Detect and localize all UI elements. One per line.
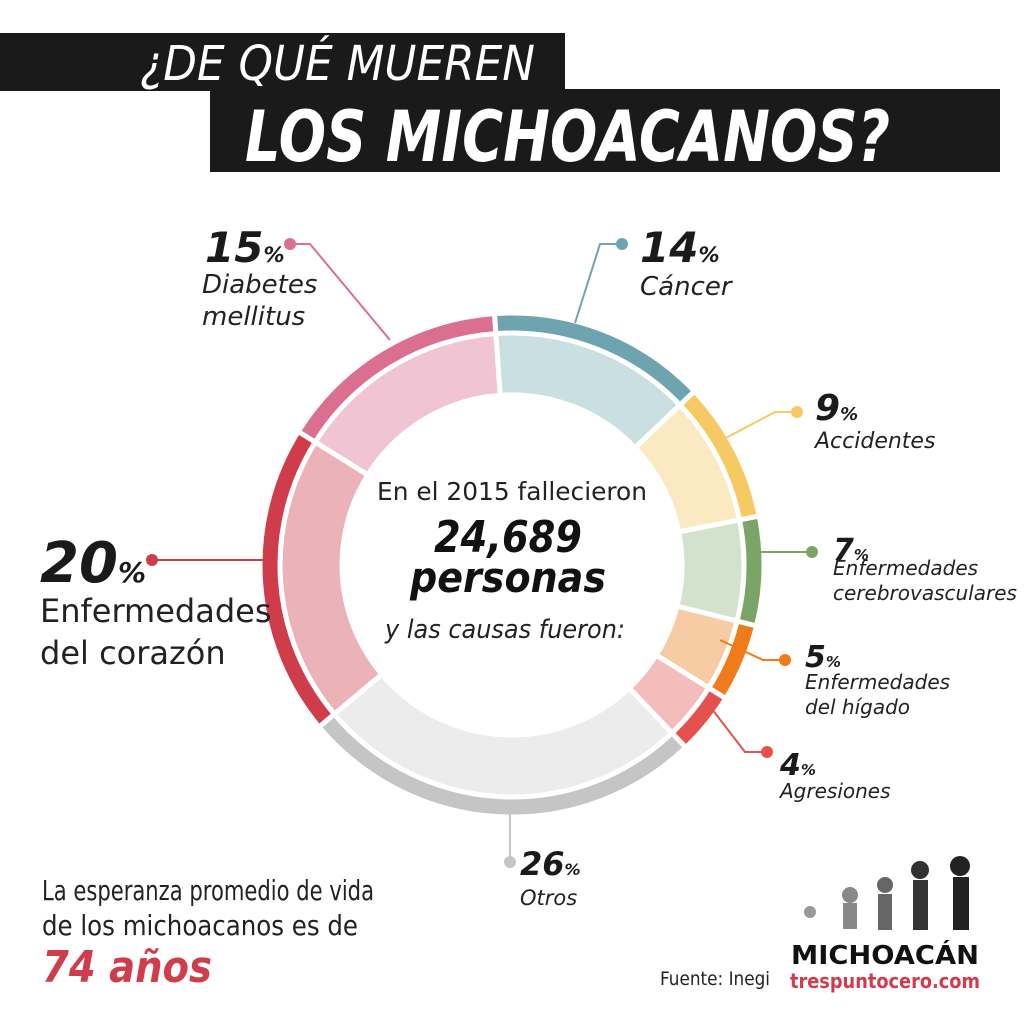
leader-dot <box>761 746 773 758</box>
value-label: 5% <box>805 640 841 675</box>
category-label: mellitus <box>202 302 305 332</box>
center-text: En el 2015 fallecieron <box>377 477 647 506</box>
category-label: Otros <box>520 886 577 910</box>
source: Fuente: Inegi <box>660 968 770 990</box>
leader-dot <box>146 554 158 566</box>
value-number: 7 <box>833 533 854 568</box>
leader-dot <box>791 406 803 418</box>
logo-figures <box>804 856 970 930</box>
brand: MICHOACÁN <box>791 939 979 971</box>
leader-line <box>721 411 797 441</box>
leader-dot <box>616 238 628 250</box>
value-number: 4 <box>779 748 801 783</box>
value-unit: % <box>840 404 858 425</box>
category-label: Agresiones <box>778 779 891 803</box>
value-label: 20% <box>40 531 146 596</box>
leader-dot <box>284 238 296 250</box>
value-number: 20 <box>40 531 118 596</box>
site: trespuntocero.com <box>790 969 980 993</box>
value-unit: % <box>263 243 284 267</box>
value-label: 9% <box>815 388 858 429</box>
value-unit: % <box>854 546 869 564</box>
value-unit: % <box>801 761 816 779</box>
value-label: 14% <box>640 223 720 272</box>
category-label: Enfermedades <box>805 670 950 694</box>
center-text: personas <box>409 553 606 602</box>
title-bar <box>210 89 1000 172</box>
value-unit: % <box>698 243 719 267</box>
category-label: del corazón <box>40 634 226 672</box>
slice-inner <box>673 516 747 625</box>
leader-dot <box>504 856 516 868</box>
value-label: 26% <box>520 845 581 883</box>
category-label: Accidentes <box>813 429 935 454</box>
value-number: 9 <box>815 388 840 429</box>
leader-line <box>704 699 767 753</box>
value-number: 15 <box>205 223 263 272</box>
value-number: 14 <box>640 223 698 272</box>
value-unit: % <box>565 860 581 879</box>
value-unit: % <box>118 556 146 589</box>
category-label: del hígado <box>805 695 910 719</box>
leader-line <box>574 243 622 324</box>
category-label: cerebrovasculares <box>833 581 1017 605</box>
value-label: 15% <box>205 223 285 272</box>
footer-text: de los michoacanos es de <box>42 909 358 942</box>
footer-text: La esperanza promedio de vida <box>42 874 374 907</box>
value-label: 7% <box>833 533 869 568</box>
slice-outer <box>294 310 499 446</box>
category-label: Diabetes <box>202 270 317 300</box>
title: LOS MICHOACANOS? <box>245 96 890 178</box>
center-number: 24,689 <box>434 512 582 563</box>
category-label: Cáncer <box>640 272 734 302</box>
leader-line <box>290 243 391 341</box>
category-label: Enfermedades <box>40 592 272 630</box>
category-label: Enfermedades <box>833 556 978 580</box>
center-text: y las causas fueron: <box>384 615 625 645</box>
leader-dot <box>779 654 791 666</box>
value-number: 5 <box>805 640 826 675</box>
value-label: 4% <box>779 748 816 783</box>
value-unit: % <box>826 653 841 671</box>
life-value: 74 años <box>42 942 212 993</box>
leader-dot <box>806 546 818 558</box>
leader-line <box>719 639 785 661</box>
title: ¿DE QUÉ MUEREN <box>140 35 535 92</box>
title-bar <box>0 33 565 91</box>
value-number: 26 <box>520 845 565 883</box>
